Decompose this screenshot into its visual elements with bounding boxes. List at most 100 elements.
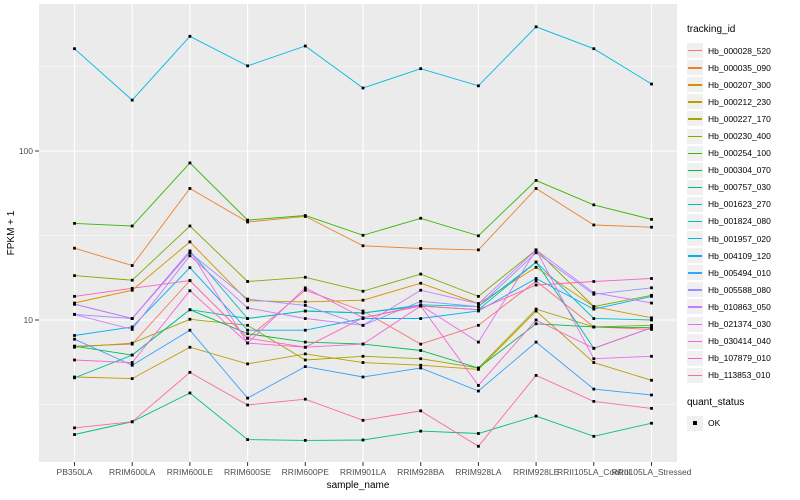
data-point bbox=[130, 361, 134, 364]
data-point bbox=[73, 433, 76, 436]
data-point bbox=[188, 224, 192, 228]
data-point bbox=[303, 214, 307, 217]
tracking-id-legend-title: tracking_id bbox=[687, 24, 736, 35]
data-point bbox=[361, 375, 365, 379]
data-point bbox=[477, 340, 480, 344]
data-point bbox=[534, 309, 538, 313]
data-point bbox=[419, 342, 423, 346]
data-point bbox=[361, 233, 365, 237]
data-point bbox=[592, 317, 596, 320]
data-point bbox=[73, 246, 76, 250]
data-point bbox=[130, 377, 134, 381]
legend-item-label: Hb_000035_090 bbox=[708, 62, 771, 73]
legend-key-line-icon bbox=[687, 248, 703, 264]
data-point bbox=[592, 292, 596, 296]
data-point bbox=[419, 429, 423, 433]
data-point bbox=[303, 275, 307, 279]
legend-item-label: Hb_001824_080 bbox=[708, 216, 771, 227]
data-point bbox=[303, 44, 307, 48]
legend-item-Hb_107879_010: Hb_107879_010 bbox=[687, 350, 799, 367]
data-point bbox=[188, 317, 192, 321]
data-point bbox=[592, 307, 596, 311]
data-point bbox=[534, 414, 538, 418]
data-point bbox=[650, 286, 653, 290]
legend-item-label: Hb_000757_030 bbox=[708, 182, 771, 193]
data-point bbox=[188, 308, 192, 312]
legend-item-label: Hb_021374_030 bbox=[708, 319, 771, 330]
data-point bbox=[130, 420, 134, 424]
data-point bbox=[73, 221, 76, 225]
data-point bbox=[246, 438, 249, 442]
data-point bbox=[246, 64, 249, 68]
data-point bbox=[130, 286, 134, 290]
legend-item-Hb_004109_120: Hb_004109_120 bbox=[687, 247, 799, 264]
legend-item-Hb_030414_040: Hb_030414_040 bbox=[687, 333, 799, 350]
data-point bbox=[303, 365, 307, 368]
legend-item-Hb_001824_080: Hb_001824_080 bbox=[687, 213, 799, 230]
data-point bbox=[650, 217, 653, 221]
data-point bbox=[650, 327, 653, 331]
data-point bbox=[650, 277, 653, 280]
x-tick-label: RRIM928LE bbox=[513, 467, 560, 477]
data-point bbox=[650, 393, 653, 397]
data-point bbox=[188, 254, 192, 258]
data-point bbox=[592, 47, 596, 51]
data-point bbox=[477, 308, 480, 312]
data-point bbox=[534, 187, 538, 190]
data-point bbox=[303, 286, 307, 290]
x-tick-label: RRII105LA_Stressed bbox=[612, 467, 692, 477]
data-point bbox=[73, 294, 76, 298]
data-point bbox=[419, 366, 423, 370]
legend-item-Hb_000227_170: Hb_000227_170 bbox=[687, 110, 799, 127]
data-point bbox=[361, 289, 365, 293]
x-tick-label: RRIM901LA bbox=[340, 467, 387, 477]
data-point bbox=[130, 278, 134, 282]
data-point bbox=[534, 265, 538, 269]
data-point bbox=[73, 344, 76, 348]
legend-item-label: Hb_000028_520 bbox=[708, 45, 771, 56]
legend-item-label: Hb_000227_170 bbox=[708, 113, 771, 124]
legend-key-line-icon bbox=[687, 316, 703, 332]
legend-item-label: Hb_030414_040 bbox=[708, 336, 771, 347]
data-point bbox=[246, 403, 249, 407]
data-point bbox=[130, 98, 134, 102]
data-point bbox=[73, 337, 76, 341]
legend-key-line-icon bbox=[687, 299, 703, 315]
data-point bbox=[534, 277, 538, 280]
legend-item-Hb_001957_020: Hb_001957_020 bbox=[687, 230, 799, 247]
data-point bbox=[188, 289, 192, 293]
y-axis-title: FPKM + 1 bbox=[6, 210, 17, 256]
data-point bbox=[419, 409, 423, 413]
legend-item-Hb_113853_010: Hb_113853_010 bbox=[687, 367, 799, 384]
data-point bbox=[303, 340, 307, 344]
legend-item-Hb_000254_100: Hb_000254_100 bbox=[687, 145, 799, 162]
data-point bbox=[477, 234, 480, 238]
legend-key-line-icon bbox=[687, 350, 703, 366]
data-point bbox=[246, 362, 249, 366]
data-point bbox=[650, 316, 653, 320]
legend-item-Hb_000757_030: Hb_000757_030 bbox=[687, 179, 799, 196]
data-point bbox=[361, 309, 365, 313]
data-point bbox=[73, 376, 76, 380]
data-point bbox=[303, 317, 307, 320]
data-point bbox=[130, 288, 134, 292]
data-point bbox=[361, 298, 365, 302]
data-point bbox=[73, 47, 76, 51]
data-point bbox=[303, 352, 307, 356]
data-point bbox=[303, 397, 307, 401]
legend-item-Hb_000207_300: Hb_000207_300 bbox=[687, 76, 799, 93]
data-point bbox=[73, 312, 76, 316]
data-point bbox=[130, 317, 134, 320]
y-tick-label: 100 bbox=[19, 146, 33, 156]
data-point bbox=[650, 82, 653, 86]
data-point bbox=[361, 354, 365, 358]
data-point bbox=[534, 283, 538, 287]
data-point bbox=[592, 434, 596, 438]
data-point bbox=[477, 302, 480, 306]
data-point bbox=[534, 279, 538, 283]
data-point bbox=[477, 366, 480, 370]
data-point bbox=[246, 299, 249, 303]
data-point bbox=[592, 361, 596, 364]
legend-item-Hb_000304_070: Hb_000304_070 bbox=[687, 162, 799, 179]
data-point bbox=[650, 323, 653, 327]
